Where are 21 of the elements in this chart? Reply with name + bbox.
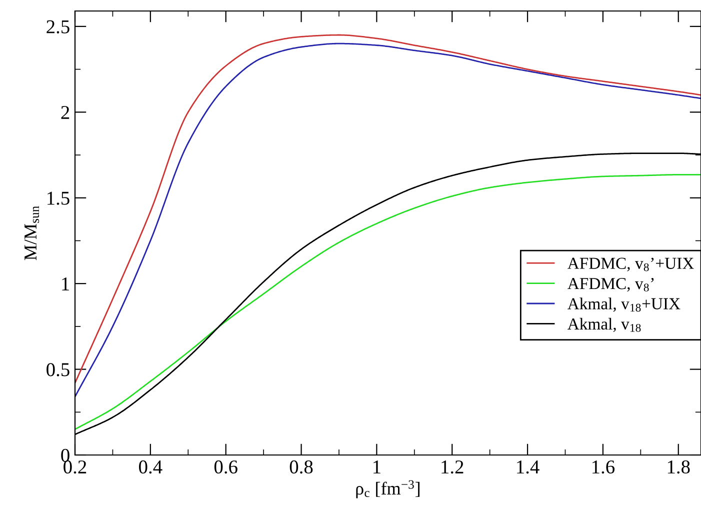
y-tick-label: 1.5 [48,192,70,205]
y-tick-label: 2 [61,106,70,119]
legend-label: AFDMC, v$_{8}$’+UIX [567,258,694,272]
y-axis-title: M/M$_{sun}$ [24,206,40,260]
x-tick-label: 1.6 [592,460,615,474]
y-tick-label: 0 [61,448,70,462]
legend-label: Akmal, v$_{18}$ [567,318,641,332]
x-tick-label: 0.2 [64,460,86,474]
y-tick-label: 1 [62,277,69,290]
x-tick-label: 0.8 [290,460,313,474]
x-tick-label: 0.6 [214,460,238,474]
x-tick-label: 0.4 [139,460,162,474]
legend-label: Akmal, v$_{18}$+UIX [567,298,680,312]
x-tick-label: 1.2 [442,460,464,474]
legend-label: AFDMC, v$_{8}$’ [567,278,654,292]
x-axis-title: ρ$_{c}$ [fm$^{−3}$] [356,480,420,498]
x-tick-label: 1 [374,460,380,474]
x-tick-label: 1.4 [517,460,540,474]
y-tick-label: 2.5 [46,20,70,34]
x-tick-label: 1.8 [668,460,690,474]
y-tick-label: 0.5 [46,363,70,376]
